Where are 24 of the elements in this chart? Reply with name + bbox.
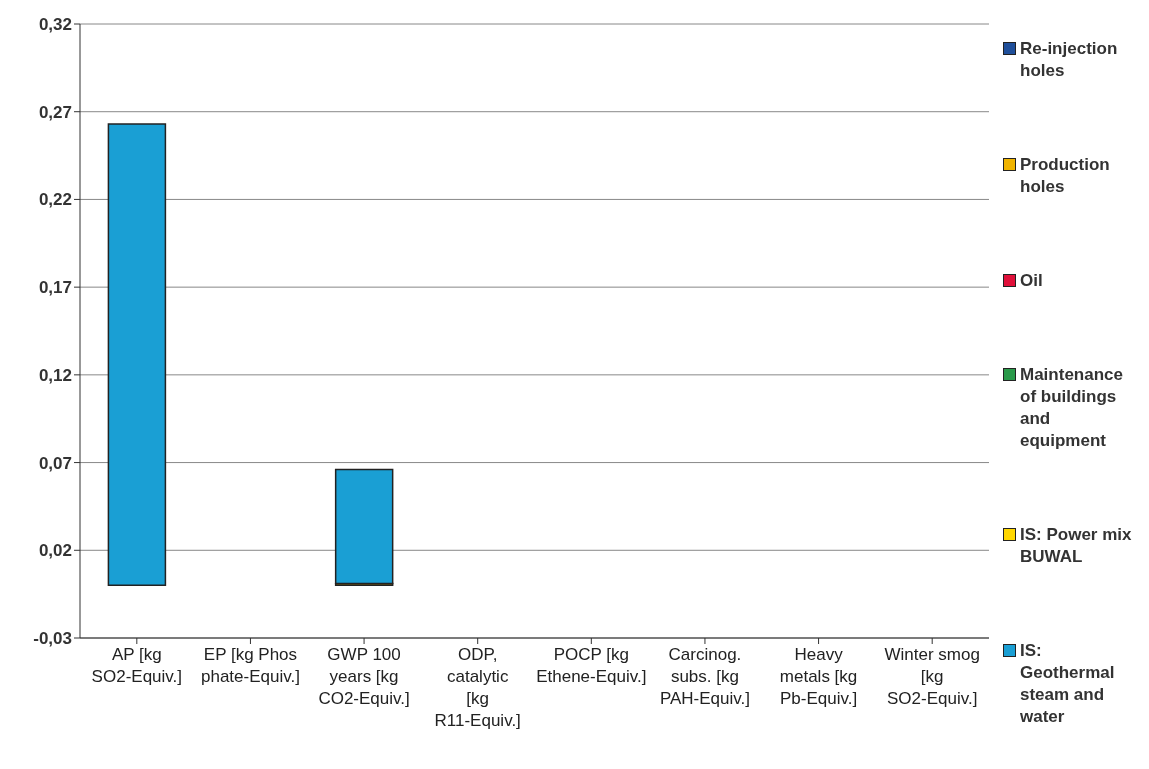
legend-label: Oil [1020,270,1043,292]
legend-label: IS: Power mix BUWAL [1020,524,1133,568]
x-tick-label: GWP 100 years [kg CO2-Equiv.] [318,645,410,708]
y-tick-label: 0,27 [38,102,72,122]
x-tick-label: Carcinog. subs. [kg PAH-Equiv.] [659,645,750,708]
x-tick-label: EP [kg Phos phate-Equiv.] [200,645,300,686]
y-tick-label: -0,03 [33,629,72,649]
y-tick-label: 0,12 [38,365,72,385]
y-tick-label: 0,32 [38,15,72,35]
x-tick-label: POCP [kg Ethene-Equiv.] [536,645,647,686]
x-tick-label: Winter smog [kg SO2-Equiv.] [884,645,980,708]
legend-label: Maintenance of buildings and equipment [1020,364,1124,452]
y-tick-label: 0,17 [38,278,72,298]
bar [334,468,394,585]
legend-label: IS: Geothermal steam and water [1020,640,1116,728]
y-tick-label: 0,02 [38,541,72,561]
x-tick-label: Heavy metals [kg Pb-Equiv.] [779,645,858,708]
x-tick-label: ODP, catalytic [kg R11-Equiv.] [434,645,521,730]
legend-label: Re-injection holes [1020,38,1119,82]
legend-label: Production holes [1020,154,1111,198]
x-tick-label: AP [kg SO2-Equiv.] [91,645,183,686]
y-tick-label: 0,22 [38,190,72,210]
bar [107,123,167,587]
y-tick-label: 0,07 [38,453,72,473]
